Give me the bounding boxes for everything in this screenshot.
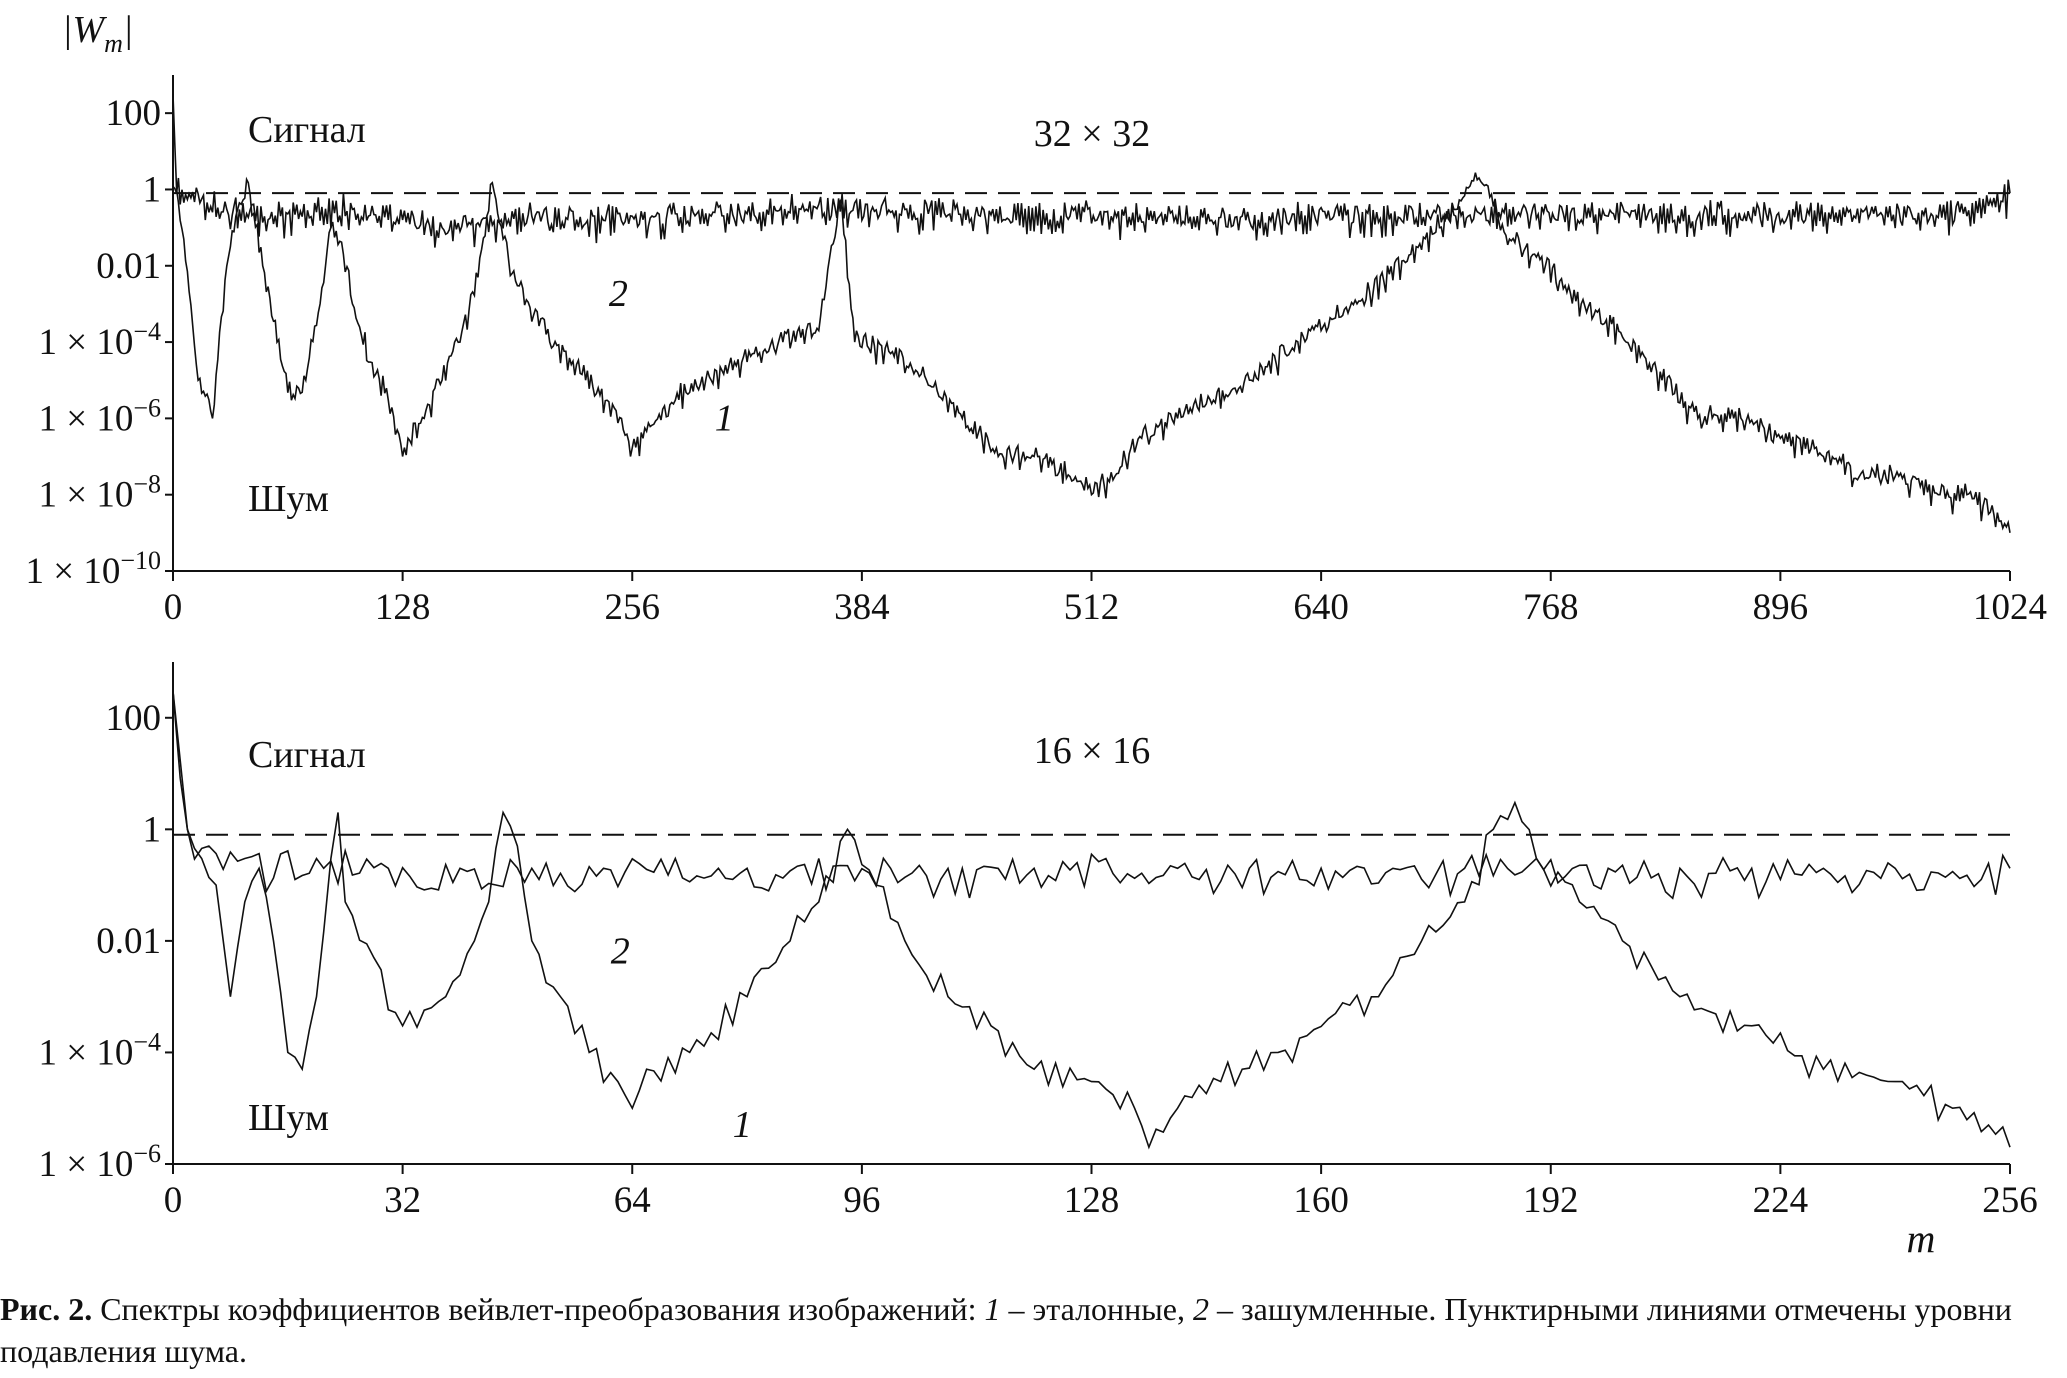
x-ticks: 0 32 64 96 128 160 192 224 256	[164, 1164, 2038, 1221]
x-tick-label: 1024	[1973, 587, 2047, 628]
caption-text-1: Спектры коэффициентов вейвлет-преобразов…	[92, 1291, 985, 1327]
y-tick-label: 0.01	[96, 921, 161, 962]
y-tick-label: 100	[106, 698, 162, 739]
y-ticks: 1 × 10−6 1 × 10−4 0.01 1 100	[38, 698, 173, 1185]
x-tick-label: 0	[164, 587, 183, 628]
panel-16x16: 1 × 10−6 1 × 10−4 0.01 1 100 0 32 64 96 128 160 19…	[38, 662, 2038, 1261]
series-2-line	[172, 177, 2011, 248]
figure-caption: Рис. 2. Спектры коэффициентов вейвлет-пр…	[0, 1288, 2060, 1372]
y-tick-label: 100	[106, 93, 162, 134]
series-1-line	[172, 94, 2011, 533]
x-tick-label: 128	[1064, 1180, 1120, 1221]
signal-label: Сигнал	[248, 734, 366, 776]
x-tick-label: 384	[834, 587, 890, 628]
signal-label: Сигнал	[248, 109, 366, 151]
chart-title: 32 × 32	[1034, 113, 1150, 155]
y-tick-label: 1	[143, 809, 162, 850]
noise-label: Шум	[248, 1097, 329, 1139]
x-tick-label: 512	[1064, 587, 1120, 628]
x-tick-label: 32	[384, 1180, 421, 1221]
x-ticks: 0 128 256 384 512 640 768 896 1024	[164, 571, 2047, 628]
x-tick-label: 192	[1523, 1180, 1579, 1221]
x-tick-label: 64	[614, 1180, 651, 1221]
series-1-label: 1	[715, 397, 734, 439]
caption-lead: Рис. 2.	[0, 1291, 93, 1327]
x-tick-label: 256	[605, 587, 661, 628]
x-tick-label: 768	[1523, 587, 1579, 628]
series-2-label: 2	[609, 273, 628, 315]
series-2-label: 2	[611, 930, 630, 972]
x-axis-label: m	[1907, 1216, 1936, 1261]
series-1-label: 1	[733, 1104, 752, 1146]
noise-label: Шум	[248, 478, 329, 520]
chart-title: 16 × 16	[1034, 730, 1150, 772]
y-tick-label: 0.01	[96, 246, 161, 287]
y-ticks: 1 × 10−10 1 × 10−8 1 × 10−6 1 × 10−4 0.01 1 10…	[25, 93, 173, 592]
caption-text-3: – зашумленные. Пунктирными линиями отмеч…	[0, 1291, 2012, 1369]
x-tick-label: 0	[164, 1180, 183, 1221]
y-tick-label: 1 × 10−4	[38, 1027, 161, 1073]
y-tick-label: 1 × 10−8	[38, 470, 161, 516]
x-tick-label: 96	[843, 1180, 880, 1221]
y-tick-label: 1	[143, 169, 162, 210]
x-tick-label: 640	[1293, 587, 1349, 628]
y-tick-label: 1 × 10−6	[38, 393, 161, 439]
x-tick-label: 256	[1982, 1180, 2038, 1221]
caption-ref-1: 1	[984, 1291, 1001, 1327]
x-tick-label: 128	[375, 587, 431, 628]
caption-text-2: – эталонные,	[1000, 1291, 1193, 1327]
series-2-line	[172, 691, 2011, 900]
y-axis-label: |Wm|	[62, 9, 133, 58]
panel-32x32: |Wm| 1 × 10−10 1 × 10−8 1 × 10−6 1 × 10−4 0.…	[25, 9, 2047, 628]
y-tick-label: 1 × 10−10	[25, 546, 161, 592]
series-1-line	[172, 691, 2011, 1150]
y-tick-label: 1 × 10−6	[38, 1139, 161, 1185]
x-tick-label: 224	[1753, 1180, 1809, 1221]
caption-ref-2: 2	[1192, 1291, 1209, 1327]
y-tick-label: 1 × 10−4	[38, 317, 161, 363]
x-tick-label: 896	[1753, 587, 1809, 628]
x-tick-label: 160	[1293, 1180, 1349, 1221]
